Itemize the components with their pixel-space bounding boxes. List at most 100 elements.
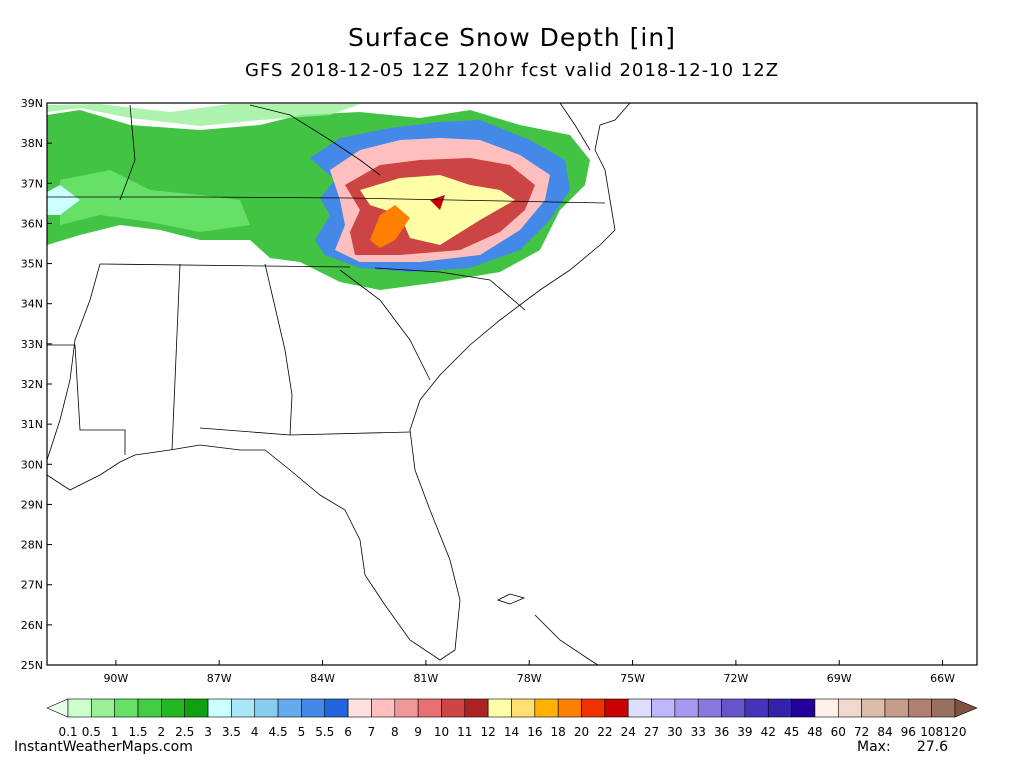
colorbar-box bbox=[791, 698, 816, 718]
colorbar-label: 72 bbox=[854, 725, 869, 739]
colorbar-box bbox=[487, 698, 512, 718]
colorbar-label: 9 bbox=[414, 725, 422, 739]
colorbar-box bbox=[534, 698, 559, 718]
snow-field bbox=[47, 104, 590, 290]
colorbar-box bbox=[511, 698, 536, 718]
colorbar-label: 60 bbox=[831, 725, 846, 739]
colorbar-box bbox=[697, 698, 722, 718]
colorbar-box bbox=[581, 698, 606, 718]
colorbar-label: 16 bbox=[527, 725, 542, 739]
x-tick-label: 90W bbox=[103, 672, 128, 685]
x-tick-label: 66W bbox=[930, 672, 955, 685]
colorbar-box bbox=[931, 698, 956, 718]
y-tick-label: 39N bbox=[21, 97, 43, 110]
colorbar-label: 20 bbox=[574, 725, 589, 739]
colorbar-label: 14 bbox=[504, 725, 519, 739]
y-tick-label: 34N bbox=[21, 298, 43, 311]
colorbar-box bbox=[861, 698, 886, 718]
colorbar-box bbox=[417, 698, 442, 718]
colorbar-label: 0.1 bbox=[58, 725, 77, 739]
colorbar-label: 4 bbox=[251, 725, 259, 739]
x-tick-label: 69W bbox=[827, 672, 852, 685]
colorbar-box bbox=[67, 698, 92, 718]
colorbar-label: 12 bbox=[481, 725, 496, 739]
colorbar-box bbox=[114, 698, 139, 718]
colorbar-label: 27 bbox=[644, 725, 659, 739]
credit: InstantWeatherMaps.com bbox=[14, 739, 193, 755]
colorbar-box bbox=[721, 698, 746, 718]
state-line bbox=[264, 263, 293, 436]
x-tick-label: 81W bbox=[413, 672, 438, 685]
colorbar-label: 22 bbox=[597, 725, 612, 739]
state-line bbox=[339, 269, 431, 381]
colorbar-label: 6 bbox=[344, 725, 352, 739]
y-tick-label: 25N bbox=[21, 659, 43, 672]
colorbar-label: 30 bbox=[667, 725, 682, 739]
colorbar-box bbox=[347, 698, 372, 718]
colorbar-box bbox=[91, 698, 115, 718]
colorbar-label: 45 bbox=[784, 725, 799, 739]
y-tick-label: 29N bbox=[21, 498, 43, 511]
colorbar-label: 11 bbox=[457, 725, 472, 739]
y-tick-label: 26N bbox=[21, 619, 43, 632]
colorbar-label: 96 bbox=[901, 725, 916, 739]
colorbar-label: 5 bbox=[298, 725, 306, 739]
x-tick-label: 84W bbox=[310, 672, 335, 685]
colorbar-box bbox=[301, 698, 326, 718]
state-line bbox=[47, 196, 606, 204]
x-tick-label: 72W bbox=[723, 672, 748, 685]
y-tick-label: 37N bbox=[21, 177, 43, 190]
max-value: 27.6 bbox=[917, 739, 948, 755]
colorbar-box bbox=[604, 698, 629, 718]
colorbar-box bbox=[254, 698, 279, 718]
y-tick-label: 31N bbox=[21, 418, 43, 431]
colorbar-label: 36 bbox=[714, 725, 729, 739]
map-title: Surface Snow Depth [in] bbox=[348, 23, 676, 52]
colorbar-box bbox=[814, 698, 839, 718]
colorbar-label: 84 bbox=[877, 725, 892, 739]
y-tick-label: 36N bbox=[21, 217, 43, 230]
y-tick-label: 28N bbox=[21, 539, 43, 552]
colorbar-box bbox=[767, 698, 792, 718]
colorbar-box bbox=[371, 698, 396, 718]
colorbar-box bbox=[277, 698, 302, 718]
colorbar-label: 10 bbox=[434, 725, 449, 739]
colorbar-label: 1 bbox=[111, 725, 119, 739]
map-subtitle: GFS 2018-12-05 12Z 120hr fcst valid 2018… bbox=[245, 60, 779, 81]
colorbar-box bbox=[557, 698, 582, 718]
state-line bbox=[46, 263, 101, 461]
colorbar-box bbox=[884, 698, 909, 718]
colorbar-box bbox=[207, 698, 232, 718]
colorbar-label: 7 bbox=[368, 725, 376, 739]
colorbar-label: 2 bbox=[158, 725, 166, 739]
y-tick-label: 35N bbox=[21, 258, 43, 271]
colorbar-label: 8 bbox=[391, 725, 399, 739]
colorbar-arrow bbox=[954, 698, 978, 718]
colorbar-label: 5.5 bbox=[315, 725, 334, 739]
colorbar-label: 1.5 bbox=[128, 725, 147, 739]
coastline bbox=[46, 102, 631, 661]
colorbar-label: 0.5 bbox=[82, 725, 101, 739]
y-tick-label: 33N bbox=[21, 338, 43, 351]
colorbar-box bbox=[324, 698, 349, 718]
colorbar-box bbox=[231, 698, 256, 718]
state-line bbox=[249, 104, 381, 176]
colorbar-label: 24 bbox=[621, 725, 636, 739]
colorbar-box bbox=[837, 698, 862, 718]
colorbar-label: 18 bbox=[551, 725, 566, 739]
colorbar-label: 33 bbox=[691, 725, 706, 739]
colorbar-label: 3.5 bbox=[222, 725, 241, 739]
colorbar-box bbox=[674, 698, 699, 718]
colorbar-label: 42 bbox=[761, 725, 776, 739]
colorbar-box bbox=[441, 698, 466, 718]
colorbar-label: 2.5 bbox=[175, 725, 194, 739]
island bbox=[496, 593, 526, 605]
y-tick-label: 32N bbox=[21, 378, 43, 391]
state-line bbox=[99, 263, 351, 268]
colorbar-label: 108 bbox=[920, 725, 943, 739]
state-line bbox=[171, 263, 181, 451]
colorbar-box bbox=[651, 698, 676, 718]
x-tick-label: 78W bbox=[517, 672, 542, 685]
colorbar-box bbox=[394, 698, 419, 718]
